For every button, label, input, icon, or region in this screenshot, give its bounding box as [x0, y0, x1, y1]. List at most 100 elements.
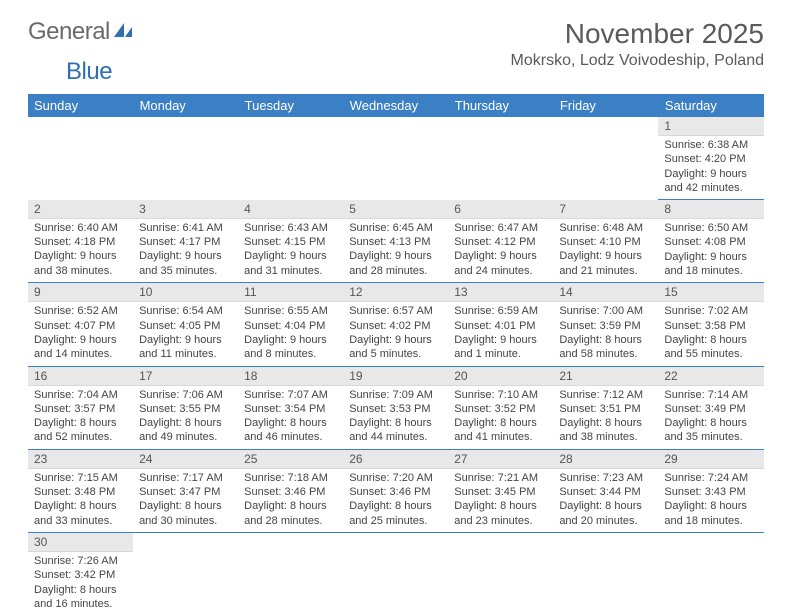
calendar-cell [658, 532, 763, 615]
sunrise-line: Sunrise: 6:57 AM [349, 304, 442, 318]
day-content: Sunrise: 7:04 AMSunset: 3:57 PMDaylight:… [28, 386, 133, 449]
daylight-line: Daylight: 8 hours and 38 minutes. [559, 416, 652, 445]
weekday-header: Friday [553, 94, 658, 117]
sunrise-line: Sunrise: 7:07 AM [244, 388, 337, 402]
logo: General [28, 18, 134, 46]
sunrise-line: Sunrise: 7:12 AM [559, 388, 652, 402]
sunset-line: Sunset: 4:10 PM [559, 235, 652, 249]
sunset-line: Sunset: 3:58 PM [664, 319, 757, 333]
calendar-cell: 21Sunrise: 7:12 AMSunset: 3:51 PMDayligh… [553, 366, 658, 449]
logo-text-blue: Blue [66, 58, 112, 86]
day-number: 10 [133, 283, 238, 302]
daylight-line: Daylight: 9 hours and 14 minutes. [34, 333, 127, 362]
day-number: 29 [658, 450, 763, 469]
day-content: Sunrise: 7:20 AMSunset: 3:46 PMDaylight:… [343, 469, 448, 532]
calendar-cell: 13Sunrise: 6:59 AMSunset: 4:01 PMDayligh… [448, 283, 553, 366]
calendar-cell: 8Sunrise: 6:50 AMSunset: 4:08 PMDaylight… [658, 200, 763, 283]
daylight-line: Daylight: 8 hours and 52 minutes. [34, 416, 127, 445]
calendar-cell: 24Sunrise: 7:17 AMSunset: 3:47 PMDayligh… [133, 449, 238, 532]
daylight-line: Daylight: 8 hours and 16 minutes. [34, 583, 127, 612]
daylight-line: Daylight: 8 hours and 35 minutes. [664, 416, 757, 445]
sunrise-line: Sunrise: 7:26 AM [34, 554, 127, 568]
daylight-line: Daylight: 8 hours and 46 minutes. [244, 416, 337, 445]
day-content: Sunrise: 7:06 AMSunset: 3:55 PMDaylight:… [133, 386, 238, 449]
location: Mokrsko, Lodz Voivodeship, Poland [511, 52, 764, 70]
sunrise-line: Sunrise: 6:54 AM [139, 304, 232, 318]
sunrise-line: Sunrise: 7:02 AM [664, 304, 757, 318]
calendar-cell: 17Sunrise: 7:06 AMSunset: 3:55 PMDayligh… [133, 366, 238, 449]
calendar-cell: 22Sunrise: 7:14 AMSunset: 3:49 PMDayligh… [658, 366, 763, 449]
daylight-line: Daylight: 9 hours and 1 minute. [454, 333, 547, 362]
day-number: 6 [448, 200, 553, 219]
daylight-line: Daylight: 9 hours and 8 minutes. [244, 333, 337, 362]
sunrise-line: Sunrise: 6:59 AM [454, 304, 547, 318]
sunrise-line: Sunrise: 7:06 AM [139, 388, 232, 402]
daylight-line: Daylight: 9 hours and 24 minutes. [454, 249, 547, 278]
calendar-cell: 29Sunrise: 7:24 AMSunset: 3:43 PMDayligh… [658, 449, 763, 532]
day-number: 5 [343, 200, 448, 219]
calendar-cell: 16Sunrise: 7:04 AMSunset: 3:57 PMDayligh… [28, 366, 133, 449]
sunset-line: Sunset: 4:15 PM [244, 235, 337, 249]
sunset-line: Sunset: 4:02 PM [349, 319, 442, 333]
daylight-line: Daylight: 9 hours and 5 minutes. [349, 333, 442, 362]
day-number: 27 [448, 450, 553, 469]
sunset-line: Sunset: 3:55 PM [139, 402, 232, 416]
day-content: Sunrise: 7:09 AMSunset: 3:53 PMDaylight:… [343, 386, 448, 449]
day-content: Sunrise: 6:41 AMSunset: 4:17 PMDaylight:… [133, 219, 238, 282]
calendar-cell: 9Sunrise: 6:52 AMSunset: 4:07 PMDaylight… [28, 283, 133, 366]
daylight-line: Daylight: 8 hours and 41 minutes. [454, 416, 547, 445]
calendar-cell [343, 117, 448, 200]
daylight-line: Daylight: 9 hours and 28 minutes. [349, 249, 442, 278]
daylight-line: Daylight: 9 hours and 18 minutes. [664, 250, 757, 279]
day-content: Sunrise: 6:55 AMSunset: 4:04 PMDaylight:… [238, 302, 343, 365]
calendar-cell [343, 532, 448, 615]
sunrise-line: Sunrise: 7:14 AM [664, 388, 757, 402]
calendar-cell: 23Sunrise: 7:15 AMSunset: 3:48 PMDayligh… [28, 449, 133, 532]
day-content: Sunrise: 7:12 AMSunset: 3:51 PMDaylight:… [553, 386, 658, 449]
day-content: Sunrise: 7:24 AMSunset: 3:43 PMDaylight:… [658, 469, 763, 532]
daylight-line: Daylight: 8 hours and 20 minutes. [559, 499, 652, 528]
sunset-line: Sunset: 3:45 PM [454, 485, 547, 499]
calendar-cell [238, 117, 343, 200]
calendar-row: 30Sunrise: 7:26 AMSunset: 3:42 PMDayligh… [28, 532, 764, 615]
day-number: 21 [553, 367, 658, 386]
day-content: Sunrise: 7:18 AMSunset: 3:46 PMDaylight:… [238, 469, 343, 532]
day-content: Sunrise: 7:26 AMSunset: 3:42 PMDaylight:… [28, 552, 133, 615]
calendar-table: Sunday Monday Tuesday Wednesday Thursday… [28, 94, 764, 615]
calendar-row: 9Sunrise: 6:52 AMSunset: 4:07 PMDaylight… [28, 283, 764, 366]
calendar-cell [553, 532, 658, 615]
sunset-line: Sunset: 4:12 PM [454, 235, 547, 249]
sunset-line: Sunset: 4:17 PM [139, 235, 232, 249]
sunset-line: Sunset: 4:01 PM [454, 319, 547, 333]
calendar-body: 1Sunrise: 6:38 AMSunset: 4:20 PMDaylight… [28, 117, 764, 615]
logo-text-general: General [28, 18, 110, 46]
calendar-cell [133, 117, 238, 200]
sunset-line: Sunset: 3:51 PM [559, 402, 652, 416]
day-content: Sunrise: 6:50 AMSunset: 4:08 PMDaylight:… [658, 219, 763, 282]
sunset-line: Sunset: 3:46 PM [349, 485, 442, 499]
calendar-cell: 6 Sunrise: 6:47 AMSunset: 4:12 PMDaylight… [448, 200, 553, 283]
sunrise-line: Sunrise: 6:47 AM [454, 221, 547, 235]
sunrise-line: Sunrise: 7:15 AM [34, 471, 127, 485]
sunset-line: Sunset: 3:43 PM [664, 485, 757, 499]
weekday-header: Tuesday [238, 94, 343, 117]
day-content: Sunrise: 7:23 AMSunset: 3:44 PMDaylight:… [553, 469, 658, 532]
day-content: Sunrise: 6:43 AMSunset: 4:15 PMDaylight:… [238, 219, 343, 282]
calendar-cell [448, 532, 553, 615]
day-content: Sunrise: 6:48 AMSunset: 4:10 PMDaylight:… [553, 219, 658, 282]
sunrise-line: Sunrise: 7:17 AM [139, 471, 232, 485]
calendar-cell: 25Sunrise: 7:18 AMSunset: 3:46 PMDayligh… [238, 449, 343, 532]
day-number: 20 [448, 367, 553, 386]
sunrise-line: Sunrise: 6:41 AM [139, 221, 232, 235]
sunset-line: Sunset: 4:13 PM [349, 235, 442, 249]
day-content: Sunrise: 7:10 AMSunset: 3:52 PMDaylight:… [448, 386, 553, 449]
sunrise-line: Sunrise: 7:10 AM [454, 388, 547, 402]
calendar-cell: 26Sunrise: 7:20 AMSunset: 3:46 PMDayligh… [343, 449, 448, 532]
daylight-line: Daylight: 8 hours and 49 minutes. [139, 416, 232, 445]
daylight-line: Daylight: 8 hours and 18 minutes. [664, 499, 757, 528]
day-content: Sunrise: 6:52 AMSunset: 4:07 PMDaylight:… [28, 302, 133, 365]
day-number: 7 [553, 200, 658, 219]
calendar-cell [133, 532, 238, 615]
day-content: Sunrise: 6:54 AMSunset: 4:05 PMDaylight:… [133, 302, 238, 365]
day-content: Sunrise: 6:40 AMSunset: 4:18 PMDaylight:… [28, 219, 133, 282]
